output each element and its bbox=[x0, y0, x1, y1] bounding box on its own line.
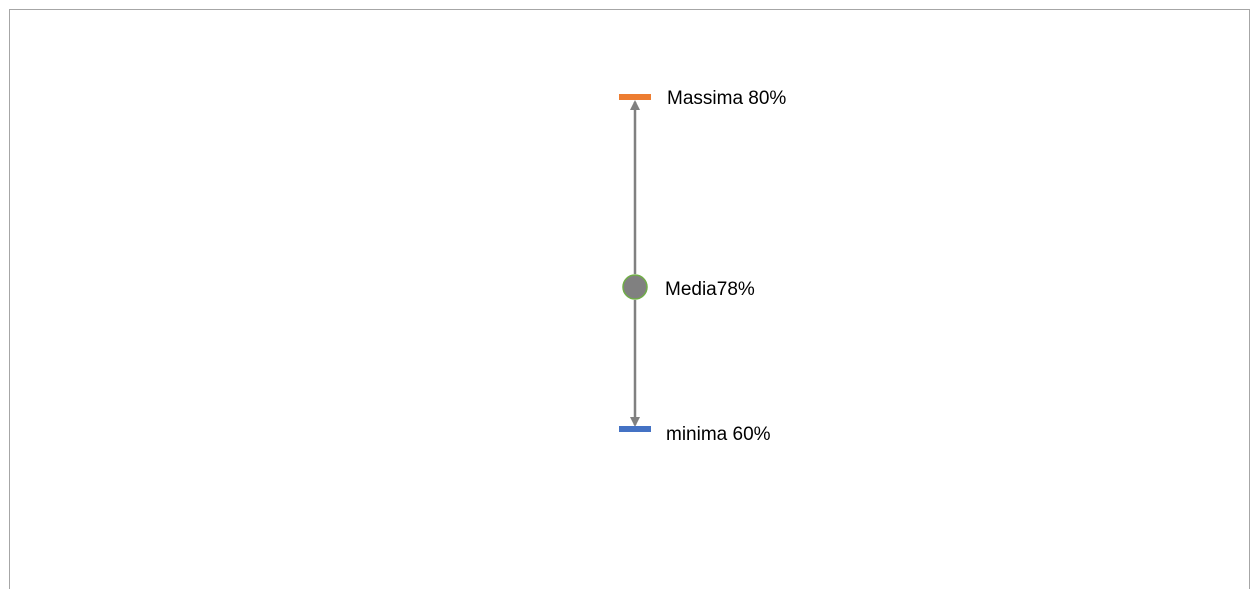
max-marker bbox=[619, 94, 651, 100]
mean-label: Media78% bbox=[665, 279, 755, 300]
max-label: Massima 80% bbox=[667, 88, 786, 109]
min-marker bbox=[619, 426, 651, 432]
mean-marker bbox=[622, 274, 648, 300]
min-label: minima 60% bbox=[666, 424, 771, 445]
